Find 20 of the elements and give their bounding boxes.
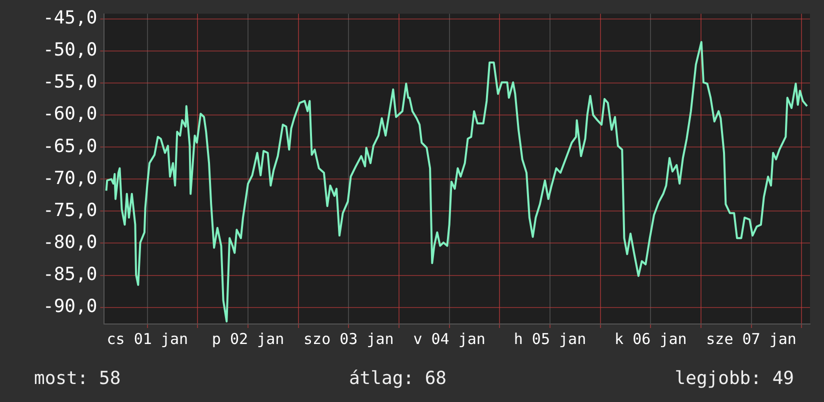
y-tick-label: -65,0 <box>42 136 98 157</box>
x-tick-label: cs 01 jan <box>106 330 188 348</box>
x-tick-label: h 05 jan <box>514 330 586 348</box>
y-tick-label: -70,0 <box>42 168 98 189</box>
x-tick-label: p 02 jan <box>212 330 284 348</box>
x-tick-label: szo 03 jan <box>304 330 394 348</box>
y-tick-label: -75,0 <box>42 200 98 221</box>
x-tick-label: v 04 jan <box>413 330 486 348</box>
text: átlag: 68 <box>348 368 447 388</box>
y-tick-label: -80,0 <box>42 232 98 253</box>
y-tick-label: -85,0 <box>42 264 98 285</box>
text: legjobb: 49 <box>674 368 794 388</box>
x-tick-label: sze 07 jan <box>706 330 796 348</box>
text: most: 58 <box>34 368 121 388</box>
x-tick-label: k 06 jan <box>614 330 687 348</box>
y-tick-label: -90,0 <box>42 296 98 318</box>
y-tick-label: -60,0 <box>42 104 98 125</box>
y-tick-label: -55,0 <box>42 72 98 93</box>
y-tick-label: -45,0 <box>42 8 98 29</box>
y-tick-label: -50,0 <box>42 40 98 61</box>
